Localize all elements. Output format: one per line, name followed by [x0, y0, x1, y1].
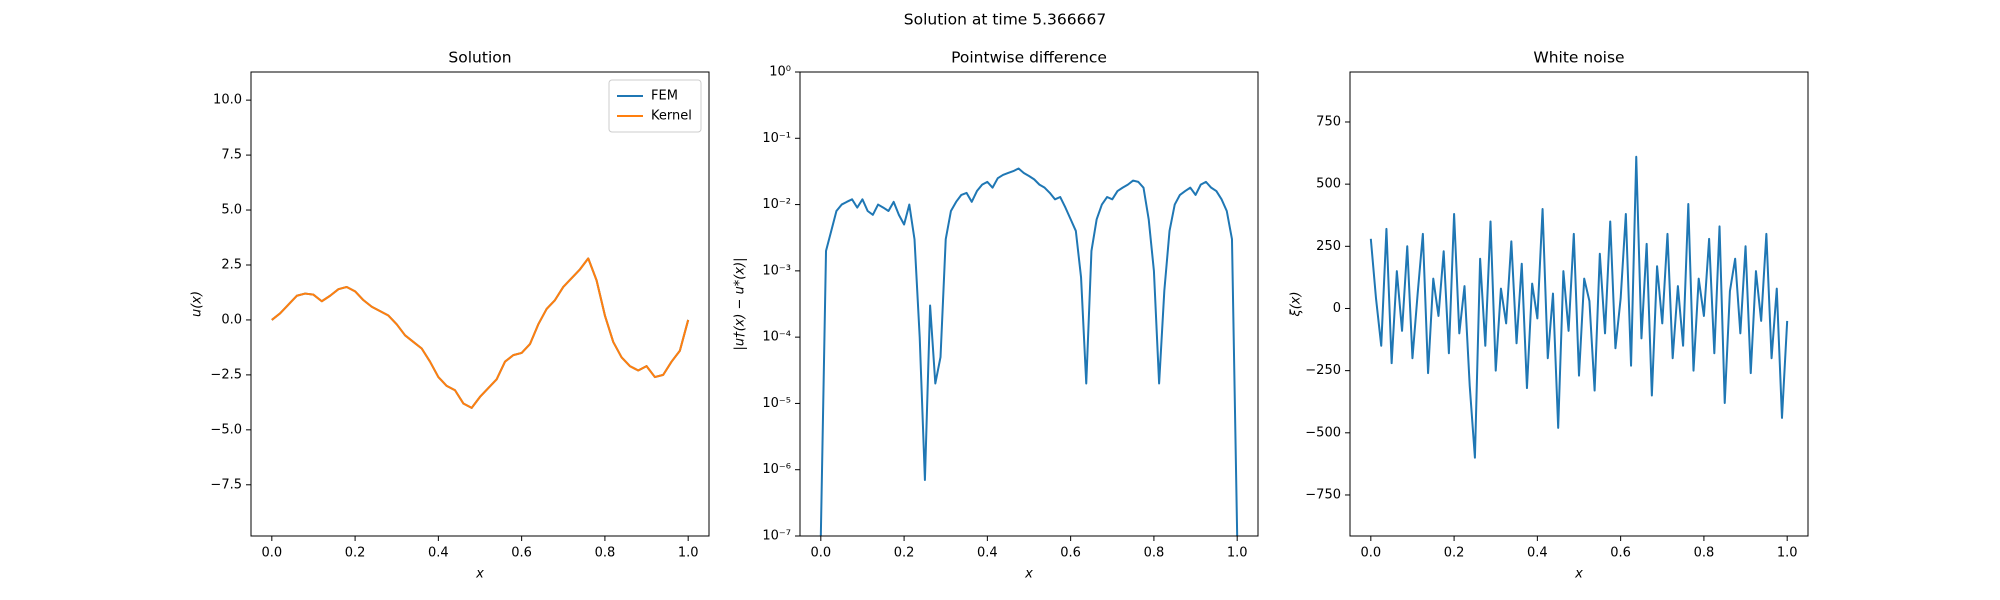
y-tick-label: 500 [1316, 177, 1341, 192]
y-tick-label: 10⁻⁷ [762, 529, 791, 544]
y-tick-label: 0 [1333, 301, 1341, 316]
y-tick-label: 750 [1316, 114, 1341, 129]
data-line [819, 167, 1239, 536]
x-axis-label: x [1574, 567, 1583, 582]
y-tick-label: 10⁰ [769, 65, 791, 80]
axes-frame [1349, 71, 1809, 537]
y-tick-label: −250 [1305, 363, 1341, 378]
x-tick-label: 0.6 [1610, 546, 1631, 561]
y-axis-label: u(x) [190, 291, 205, 317]
y-tick-label: 10⁻⁵ [762, 396, 791, 411]
x-axis-label: x [475, 567, 484, 582]
axes-title: Pointwise difference [951, 49, 1107, 67]
axes-title: White noise [1533, 49, 1624, 67]
x-tick-label: 1.0 [1227, 546, 1248, 561]
y-tick-label: 10⁻¹ [762, 131, 791, 146]
x-tick-label: 0.8 [1694, 546, 1715, 561]
y-tick-label: −500 [1305, 425, 1341, 440]
legend-label: FEM [651, 89, 678, 104]
y-tick-label: 5.0 [221, 203, 242, 218]
x-tick-label: 1.0 [678, 546, 699, 561]
y-tick-label: 7.5 [221, 148, 242, 163]
x-axis-label: x [1024, 567, 1033, 582]
x-tick-label: 1.0 [1777, 546, 1798, 561]
y-tick-label: −5.0 [210, 422, 242, 437]
x-tick-label: 0.8 [1144, 546, 1165, 561]
x-tick-label: 0.2 [894, 546, 915, 561]
y-tick-label: −7.5 [210, 477, 242, 492]
x-tick-label: 0.0 [810, 546, 831, 561]
y-tick-label: −2.5 [210, 367, 242, 382]
x-tick-label: 0.4 [977, 546, 998, 561]
x-tick-label: 0.4 [1527, 546, 1548, 561]
y-tick-label: 0.0 [221, 312, 242, 327]
x-tick-label: 0.8 [595, 546, 616, 561]
x-tick-label: 0.4 [428, 546, 449, 561]
y-tick-label: 250 [1316, 239, 1341, 254]
y-axis-label: |u†(x) − u*(x)| [733, 257, 748, 350]
x-tick-label: 0.0 [261, 546, 282, 561]
axes-frame [799, 71, 1259, 537]
x-tick-label: 0.0 [1360, 546, 1381, 561]
data-line [1369, 155, 1789, 459]
y-tick-label: 10⁻⁶ [762, 462, 791, 477]
y-tick-label: 10⁻³ [762, 263, 791, 278]
legend-label: Kernel [651, 109, 692, 124]
x-tick-label: 0.2 [1444, 546, 1465, 561]
y-tick-label: 10.0 [213, 93, 242, 108]
y-tick-label: −750 [1305, 487, 1341, 502]
axes-title: Solution [448, 49, 511, 67]
data-line [271, 257, 690, 409]
y-tick-label: 2.5 [221, 257, 242, 272]
figure-title: Solution at time 5.366667 [904, 11, 1106, 29]
axes-frame [250, 71, 710, 537]
y-tick-label: 10⁻² [762, 197, 791, 212]
x-tick-label: 0.6 [511, 546, 532, 561]
y-axis-label: ξ(x) [1289, 291, 1304, 317]
legend-box [608, 79, 702, 133]
y-tick-label: 10⁻⁴ [762, 330, 791, 345]
x-tick-label: 0.6 [1060, 546, 1081, 561]
x-tick-label: 0.2 [345, 546, 366, 561]
